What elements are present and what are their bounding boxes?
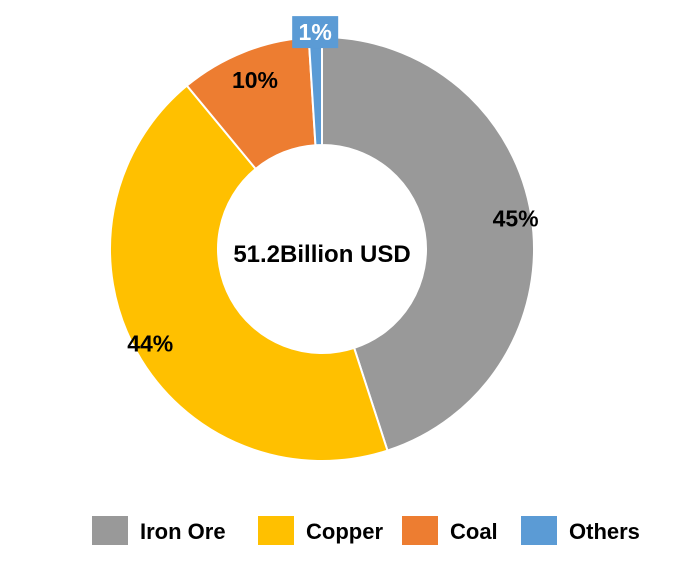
data-label-others: 1% xyxy=(299,19,332,45)
center-total-label: 51.2Billion USD xyxy=(233,241,410,268)
legend-label-iron-ore: Iron Ore xyxy=(140,519,226,544)
legend-item-copper: Copper xyxy=(258,516,383,545)
slice-labels: 45% 44% 10% 1% xyxy=(127,16,539,356)
data-label-copper: 44% xyxy=(127,330,173,356)
data-label-iron-ore: 45% xyxy=(493,205,539,231)
legend-item-iron-ore: Iron Ore xyxy=(92,516,226,545)
legend-label-others: Others xyxy=(569,519,640,544)
legend-swatch-copper xyxy=(258,516,294,545)
chart-legend: Iron Ore Copper Coal Others xyxy=(92,516,640,545)
legend-swatch-others xyxy=(521,516,557,545)
slice-iron-ore xyxy=(321,35,535,452)
legend-swatch-coal xyxy=(402,516,438,545)
donut-slices xyxy=(109,35,535,462)
legend-swatch-iron-ore xyxy=(92,516,128,545)
data-label-coal: 10% xyxy=(232,67,278,93)
slice-copper xyxy=(109,84,389,462)
legend-label-copper: Copper xyxy=(306,519,383,544)
legend-label-coal: Coal xyxy=(450,519,498,544)
data-label-box-others xyxy=(292,16,339,49)
legend-item-coal: Coal xyxy=(402,516,498,545)
legend-item-others: Others xyxy=(521,516,640,545)
